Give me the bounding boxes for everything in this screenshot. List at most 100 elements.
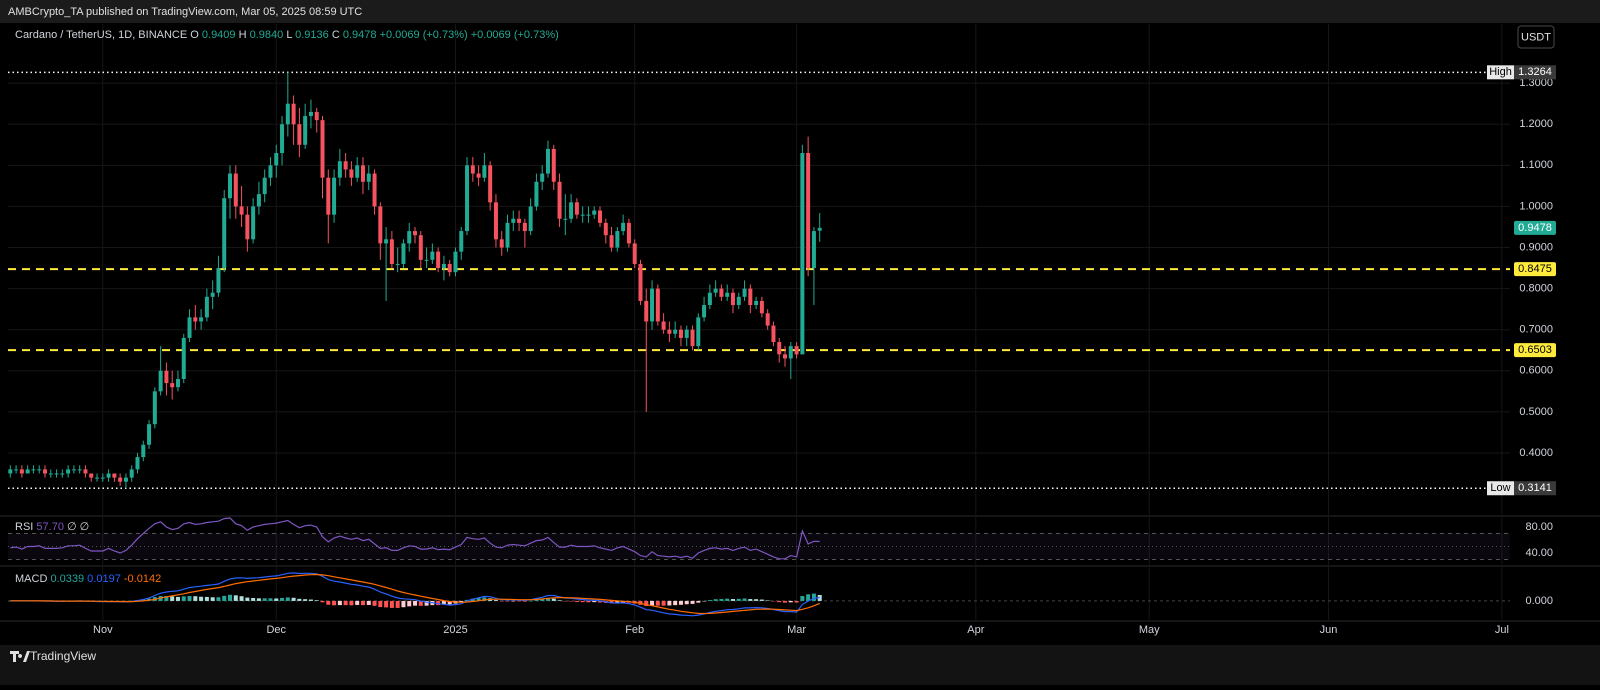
candle-body bbox=[771, 325, 776, 343]
histogram-bar bbox=[413, 600, 418, 606]
currency-button[interactable] bbox=[1517, 25, 1555, 49]
histogram-bar bbox=[459, 600, 464, 603]
x-tick-label: Mar bbox=[787, 624, 806, 636]
low-value-label: 0.3141 bbox=[1518, 482, 1552, 494]
candle-body bbox=[522, 222, 527, 232]
histogram-bar bbox=[655, 600, 660, 606]
candle-body bbox=[152, 391, 157, 425]
x-tick-label: Apr bbox=[967, 624, 984, 636]
candle-body bbox=[204, 296, 209, 318]
header-bar bbox=[0, 0, 1600, 23]
x-tick-label: Nov bbox=[93, 624, 113, 636]
ohlc-value: 0.9478 bbox=[343, 29, 377, 41]
candle-body bbox=[95, 477, 100, 479]
candle-body bbox=[713, 288, 718, 293]
level-box bbox=[1514, 343, 1556, 358]
histogram-bar bbox=[251, 597, 256, 601]
candle-body bbox=[123, 477, 128, 482]
candle-body bbox=[488, 165, 493, 203]
candle-body bbox=[337, 161, 342, 178]
candle-body bbox=[673, 329, 678, 334]
candle-body bbox=[291, 103, 296, 125]
histogram-bar bbox=[673, 600, 678, 606]
high-tag bbox=[1487, 65, 1514, 80]
histogram-bar bbox=[759, 599, 764, 601]
candle-body bbox=[193, 317, 198, 322]
candle-body bbox=[609, 235, 614, 248]
candle-body bbox=[66, 469, 71, 474]
y-tick-label: 40.00 bbox=[1525, 547, 1553, 559]
histogram-bar bbox=[280, 597, 285, 601]
candle-body bbox=[100, 477, 105, 479]
legend-title: MACD bbox=[15, 573, 47, 585]
histogram-bar bbox=[609, 600, 614, 604]
histogram-bar bbox=[667, 600, 672, 606]
candle-body bbox=[511, 218, 516, 223]
candle-body bbox=[48, 473, 53, 475]
candle-body bbox=[730, 292, 735, 306]
candle-body bbox=[303, 116, 308, 145]
histogram-bar bbox=[493, 600, 498, 601]
candle-body bbox=[563, 218, 568, 220]
candle-body bbox=[644, 300, 649, 322]
candle-body bbox=[811, 231, 816, 269]
histogram-bar bbox=[771, 600, 776, 602]
x-tick-label: 2025 bbox=[443, 624, 467, 636]
histogram-bar bbox=[216, 597, 221, 601]
candle-body bbox=[441, 263, 446, 269]
y-tick-label: 1.3000 bbox=[1519, 77, 1553, 89]
histogram-bar bbox=[650, 600, 655, 606]
candle-body bbox=[297, 124, 302, 145]
histogram-bar bbox=[170, 596, 175, 601]
candle-body bbox=[557, 181, 562, 219]
candle-body bbox=[424, 259, 429, 261]
histogram-bar bbox=[326, 600, 331, 605]
candle-body bbox=[690, 329, 695, 347]
candle-body bbox=[499, 239, 504, 248]
legend: RSI 57.70 ∅ ∅ bbox=[15, 521, 89, 533]
candle-body bbox=[748, 288, 753, 306]
histogram-bar bbox=[574, 600, 579, 602]
histogram-bar bbox=[332, 600, 337, 606]
candle-body bbox=[256, 194, 261, 207]
legend-title: Cardano / TetherUS, 1D, BINANCE bbox=[15, 29, 187, 41]
candle-body bbox=[37, 469, 42, 471]
histogram-bar bbox=[517, 600, 522, 602]
candle-body bbox=[349, 169, 354, 178]
candle-body bbox=[655, 288, 660, 322]
high-value-box bbox=[1514, 65, 1556, 80]
footer-bar bbox=[0, 645, 1600, 685]
candle-body bbox=[389, 239, 394, 264]
candle-body bbox=[31, 469, 36, 471]
candle-body bbox=[314, 111, 319, 121]
candle-body bbox=[806, 153, 811, 269]
histogram-bar bbox=[141, 599, 146, 601]
histogram-bar bbox=[783, 600, 788, 603]
candle-body bbox=[765, 313, 770, 326]
candle-body bbox=[493, 202, 498, 240]
candle-body bbox=[83, 469, 88, 474]
histogram-bar bbox=[765, 600, 770, 601]
candle-body bbox=[401, 243, 406, 264]
candle-body bbox=[378, 206, 383, 244]
histogram-bar bbox=[499, 600, 504, 602]
candle-body bbox=[147, 424, 152, 445]
ohlc-value: 0.9136 bbox=[295, 29, 329, 41]
legend-value: 0.0339 bbox=[50, 573, 84, 585]
histogram-bar bbox=[441, 600, 446, 605]
candle-body bbox=[118, 477, 123, 482]
candle-body bbox=[326, 177, 331, 215]
histogram-bar bbox=[748, 599, 753, 601]
candle-body bbox=[8, 469, 13, 474]
legend-value: 57.70 bbox=[36, 521, 64, 533]
candle-body bbox=[245, 214, 250, 240]
currency-label: USDT bbox=[1521, 31, 1551, 43]
histogram-bar bbox=[777, 600, 782, 603]
candle-body bbox=[251, 206, 256, 240]
candle-body bbox=[164, 370, 169, 384]
histogram-bar bbox=[696, 600, 701, 603]
histogram-bar bbox=[337, 600, 342, 606]
